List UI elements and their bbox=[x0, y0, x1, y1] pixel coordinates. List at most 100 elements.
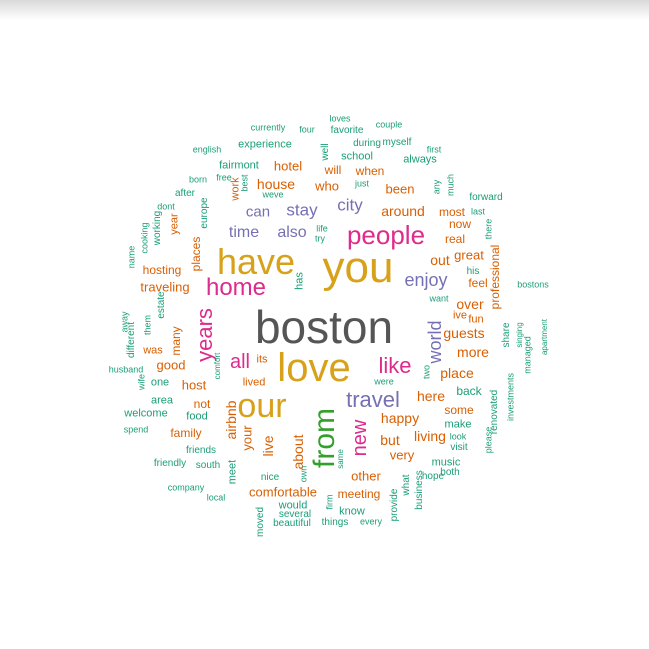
cloud-word: his bbox=[466, 266, 480, 277]
cloud-word: born bbox=[188, 174, 208, 185]
cloud-word: after bbox=[174, 188, 196, 199]
cloud-word: visit bbox=[450, 442, 468, 453]
cloud-word: try bbox=[315, 233, 325, 244]
cloud-word: there bbox=[483, 218, 494, 240]
cloud-word: other bbox=[351, 468, 381, 484]
cloud-word: know bbox=[339, 505, 365, 518]
cloud-word: comfort bbox=[213, 352, 222, 380]
cloud-word: meeting bbox=[337, 487, 381, 501]
cloud-word: south bbox=[195, 460, 221, 471]
cloud-word: please bbox=[483, 426, 494, 454]
cloud-word: nice bbox=[260, 472, 280, 483]
cloud-word: year bbox=[168, 213, 181, 235]
cloud-word: name bbox=[126, 245, 137, 269]
cloud-word: city bbox=[337, 195, 363, 215]
cloud-word: bostons bbox=[517, 279, 549, 290]
cloud-word: guests bbox=[443, 325, 485, 341]
cloud-word: friendly bbox=[153, 458, 187, 469]
cloud-word: well bbox=[320, 143, 331, 161]
cloud-word: was bbox=[143, 344, 163, 357]
cloud-word: favorite bbox=[330, 125, 364, 136]
cloud-word: real bbox=[444, 232, 466, 246]
cloud-word: beautiful bbox=[273, 518, 311, 529]
cloud-word: hotel bbox=[273, 158, 303, 174]
cloud-word: currently bbox=[250, 122, 286, 133]
cloud-word: places bbox=[189, 236, 203, 272]
cloud-word: four bbox=[299, 124, 315, 135]
cloud-word: when bbox=[355, 164, 385, 178]
cloud-word: but bbox=[380, 432, 400, 448]
cloud-word: forward bbox=[469, 192, 503, 203]
cloud-word: best bbox=[239, 174, 250, 192]
cloud-word: same bbox=[336, 449, 345, 469]
cloud-word: estate bbox=[156, 291, 167, 319]
cloud-word: during bbox=[353, 138, 381, 149]
cloud-word: world bbox=[425, 320, 445, 364]
cloud-word: always bbox=[403, 153, 437, 166]
cloud-word: just bbox=[354, 178, 370, 189]
cloud-word: about bbox=[290, 434, 306, 470]
cloud-word: life bbox=[316, 223, 328, 234]
cloud-word: who bbox=[315, 178, 339, 194]
cloud-word: ive bbox=[452, 309, 468, 322]
cloud-word: school bbox=[341, 150, 373, 163]
cloud-word: would bbox=[278, 499, 308, 512]
cloud-word: them bbox=[142, 314, 153, 336]
cloud-word: also bbox=[277, 224, 307, 241]
cloud-word: hope bbox=[421, 471, 445, 482]
cloud-word: been bbox=[385, 181, 415, 197]
cloud-word: out bbox=[430, 252, 450, 268]
cloud-word: experience bbox=[238, 138, 292, 151]
cloud-word: were bbox=[374, 376, 394, 387]
cloud-word: spend bbox=[123, 424, 149, 435]
cloud-word: managed bbox=[522, 336, 533, 374]
cloud-word: both bbox=[440, 467, 460, 478]
cloud-word: wife bbox=[136, 373, 147, 391]
cloud-word: any bbox=[431, 179, 442, 195]
cloud-word: area bbox=[150, 394, 174, 407]
cloud-word: business bbox=[414, 470, 425, 510]
cloud-word: very bbox=[389, 447, 415, 463]
cloud-word: one bbox=[150, 376, 170, 389]
cloud-word: many bbox=[169, 326, 183, 356]
cloud-word: europe bbox=[199, 197, 210, 229]
cloud-word: much bbox=[445, 173, 456, 197]
cloud-word: family bbox=[170, 426, 202, 440]
cloud-word: provide bbox=[389, 488, 400, 522]
cloud-word: feel bbox=[468, 276, 488, 290]
cloud-word: around bbox=[381, 203, 425, 219]
cloud-word: traveling bbox=[140, 279, 190, 295]
cloud-word: dont bbox=[157, 201, 175, 212]
cloud-word: fun bbox=[468, 313, 484, 326]
cloud-word: happy bbox=[380, 410, 420, 426]
cloud-word: now bbox=[448, 217, 472, 231]
cloud-word: will bbox=[324, 163, 342, 177]
cloud-word: fairmont bbox=[219, 159, 259, 172]
cloud-word: host bbox=[181, 377, 207, 393]
cloud-word: hosting bbox=[142, 263, 182, 277]
cloud-word: more bbox=[457, 344, 489, 360]
cloud-word: home bbox=[205, 274, 267, 301]
cloud-word: comfortable bbox=[249, 484, 317, 500]
cloud-word: here bbox=[416, 388, 446, 404]
cloud-word: english bbox=[192, 144, 222, 155]
cloud-word: your bbox=[239, 425, 255, 451]
cloud-word: enjoy bbox=[404, 270, 448, 290]
cloud-word: people bbox=[346, 220, 426, 250]
cloud-word: music bbox=[431, 456, 461, 469]
cloud-word: have bbox=[216, 241, 296, 282]
cloud-word: new bbox=[349, 419, 371, 457]
cloud-word: look bbox=[449, 431, 467, 442]
cloud-word: travel bbox=[346, 387, 400, 412]
cloud-word: share bbox=[501, 322, 512, 348]
cloud-word: its bbox=[256, 353, 268, 366]
cloud-word: our bbox=[237, 387, 287, 425]
cloud-word: all bbox=[229, 351, 251, 373]
cloud-word: first bbox=[426, 144, 442, 155]
cloud-word: great bbox=[454, 247, 484, 263]
cloud-word: you bbox=[322, 243, 394, 292]
cloud-word: professional bbox=[488, 244, 502, 310]
cloud-word: company bbox=[167, 482, 205, 493]
window-top-bar bbox=[0, 0, 649, 20]
